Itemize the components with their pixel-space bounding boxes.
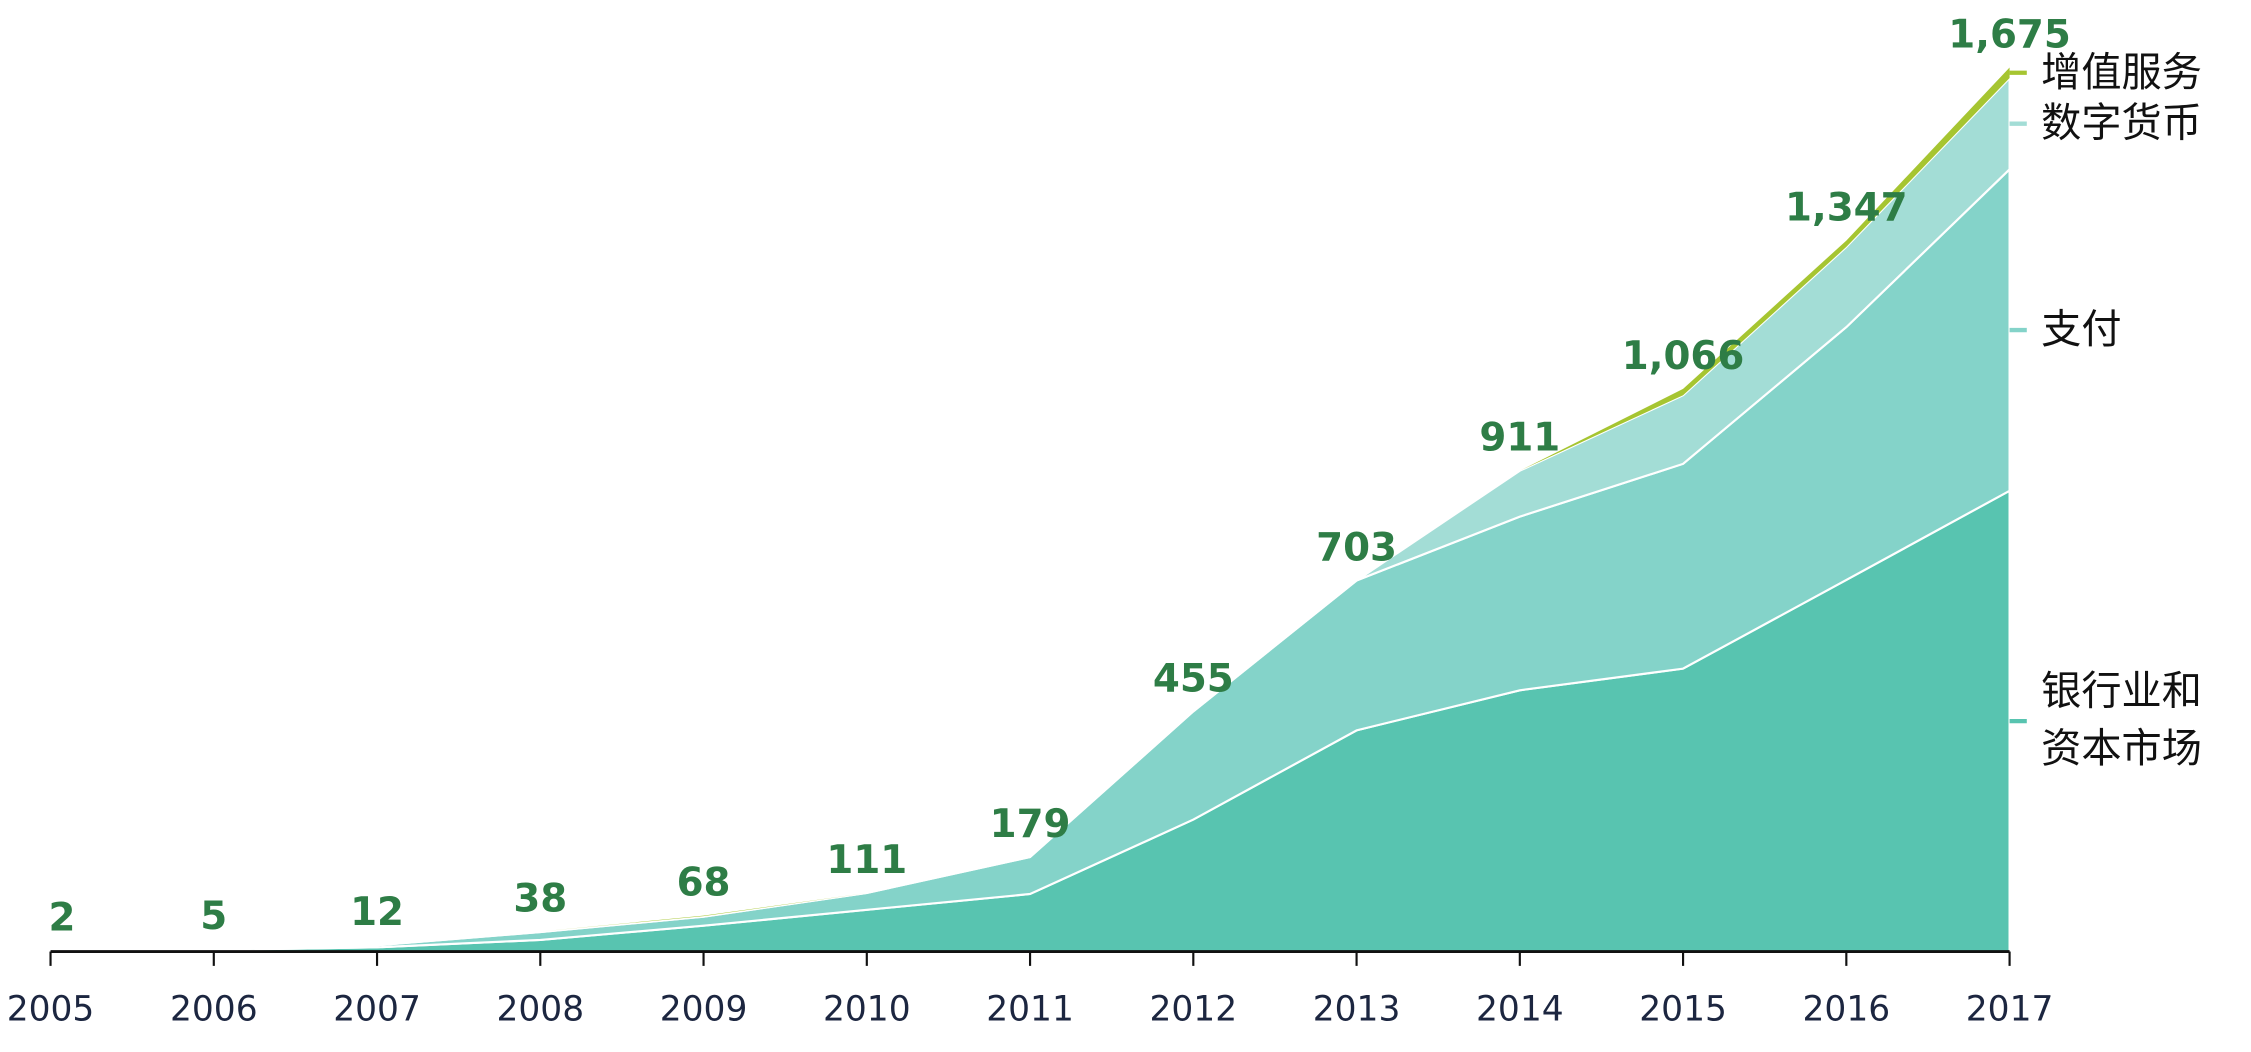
total-label: 5 <box>200 894 227 939</box>
legend-label-box: 银行业和资本市场 <box>2041 668 2202 773</box>
total-label: 1,675 <box>1948 12 2071 57</box>
x-tick-label: 2005 <box>7 989 95 1029</box>
total-label: 12 <box>350 890 404 935</box>
x-tick-label: 2016 <box>1802 989 1890 1029</box>
x-tick-label: 2006 <box>170 989 258 1029</box>
total-label: 2 <box>49 895 76 940</box>
legend-label: 支付 <box>2041 305 2122 353</box>
x-tick-label: 2014 <box>1476 989 1564 1029</box>
total-label: 38 <box>513 876 567 921</box>
legend-label: 银行业和资本市场 <box>2041 668 2202 773</box>
x-tick-label: 2010 <box>823 989 911 1029</box>
total-label: 179 <box>990 802 1071 847</box>
x-tick-label: 2017 <box>1966 989 2054 1029</box>
total-label: 911 <box>1479 416 1560 461</box>
legend-label-box: 增值服务 <box>2041 48 2202 96</box>
legend-label-box: 支付 <box>2041 305 2122 353</box>
total-label: 703 <box>1316 525 1397 570</box>
total-label: 1,066 <box>1622 334 1745 379</box>
total-label: 455 <box>1153 656 1234 701</box>
total-label: 1,347 <box>1785 185 1908 230</box>
x-tick-label: 2013 <box>1313 989 1401 1029</box>
x-tick-label: 2015 <box>1639 989 1727 1029</box>
legend-label: 数字货币 <box>2041 99 2202 147</box>
total-label: 111 <box>826 838 907 883</box>
x-tick-label: 2012 <box>1149 989 1237 1029</box>
x-tick-label: 2008 <box>496 989 584 1029</box>
legend-label: 增值服务 <box>2041 48 2202 96</box>
x-tick-label: 2011 <box>986 989 1074 1029</box>
legend-label-box: 数字货币 <box>2041 99 2202 147</box>
total-label: 68 <box>677 861 731 906</box>
x-tick-label: 2007 <box>333 989 421 1029</box>
x-tick-label: 2009 <box>660 989 748 1029</box>
